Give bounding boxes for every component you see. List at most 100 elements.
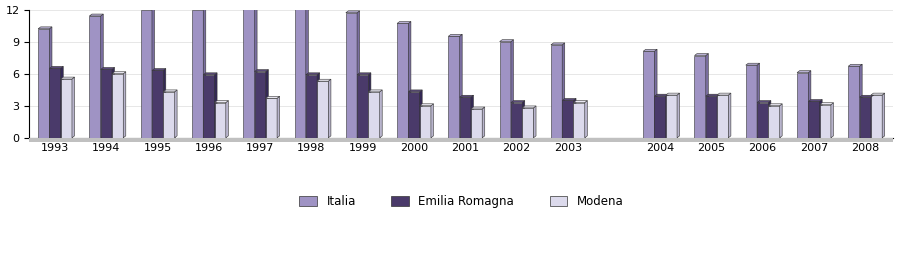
Bar — [706, 96, 717, 138]
Bar — [654, 96, 666, 138]
Polygon shape — [328, 79, 331, 138]
Polygon shape — [706, 54, 708, 138]
Polygon shape — [808, 99, 823, 102]
Polygon shape — [706, 94, 719, 96]
Polygon shape — [522, 101, 525, 138]
Polygon shape — [277, 96, 280, 138]
Polygon shape — [431, 104, 433, 138]
Polygon shape — [123, 72, 126, 138]
Polygon shape — [757, 63, 760, 138]
Bar — [101, 69, 112, 138]
Polygon shape — [871, 95, 874, 138]
Bar — [215, 103, 226, 138]
Polygon shape — [112, 72, 126, 74]
Bar — [164, 92, 174, 138]
Bar — [449, 36, 459, 138]
Polygon shape — [482, 107, 485, 138]
Polygon shape — [152, 69, 165, 70]
Polygon shape — [584, 101, 587, 138]
Polygon shape — [562, 43, 565, 138]
Bar — [244, 8, 254, 138]
Polygon shape — [317, 79, 331, 81]
Bar — [797, 73, 808, 138]
Polygon shape — [717, 93, 731, 95]
Bar — [420, 106, 431, 138]
Bar — [717, 95, 728, 138]
Polygon shape — [500, 40, 513, 42]
Polygon shape — [769, 104, 782, 106]
Bar — [471, 109, 482, 138]
Polygon shape — [728, 93, 731, 138]
Bar — [38, 29, 49, 138]
Bar — [397, 23, 408, 138]
Bar — [871, 95, 882, 138]
Polygon shape — [871, 93, 885, 95]
Polygon shape — [112, 68, 114, 138]
Bar — [500, 42, 511, 138]
Polygon shape — [101, 14, 103, 138]
Polygon shape — [757, 101, 770, 103]
Polygon shape — [654, 94, 668, 96]
Bar — [746, 65, 757, 138]
Bar — [112, 74, 123, 138]
Polygon shape — [859, 64, 862, 138]
Polygon shape — [574, 98, 576, 138]
Polygon shape — [471, 95, 474, 138]
Polygon shape — [266, 70, 269, 138]
Polygon shape — [244, 7, 257, 8]
Polygon shape — [666, 94, 668, 138]
Polygon shape — [215, 73, 217, 138]
Polygon shape — [797, 71, 811, 73]
Bar — [859, 97, 871, 138]
Polygon shape — [254, 70, 269, 72]
Bar — [357, 75, 369, 138]
Polygon shape — [306, 4, 308, 138]
Polygon shape — [408, 22, 411, 138]
Polygon shape — [449, 34, 462, 36]
Polygon shape — [522, 106, 536, 108]
Polygon shape — [215, 101, 228, 103]
Polygon shape — [882, 93, 885, 138]
Bar — [808, 102, 820, 138]
Polygon shape — [695, 54, 708, 55]
Bar — [140, 9, 152, 138]
Bar — [152, 70, 164, 138]
Polygon shape — [317, 73, 320, 138]
Bar — [643, 51, 654, 138]
Polygon shape — [357, 11, 360, 138]
Polygon shape — [459, 95, 474, 97]
Polygon shape — [72, 77, 75, 138]
Bar — [666, 95, 677, 138]
Polygon shape — [346, 11, 360, 13]
Polygon shape — [101, 68, 114, 69]
Polygon shape — [654, 49, 657, 138]
Bar — [408, 92, 420, 138]
Polygon shape — [666, 93, 680, 95]
Polygon shape — [511, 101, 525, 103]
Bar — [89, 16, 101, 138]
Bar — [369, 92, 379, 138]
Polygon shape — [357, 73, 371, 75]
Polygon shape — [61, 77, 75, 79]
Bar — [61, 79, 72, 138]
Bar — [522, 108, 533, 138]
Bar — [459, 97, 471, 138]
Bar — [769, 106, 779, 138]
Polygon shape — [369, 90, 382, 92]
Bar — [30, 138, 894, 141]
Polygon shape — [511, 40, 513, 138]
Polygon shape — [89, 14, 103, 16]
Bar — [574, 103, 584, 138]
Bar — [203, 75, 215, 138]
Polygon shape — [379, 90, 382, 138]
Polygon shape — [820, 99, 823, 138]
Polygon shape — [808, 71, 811, 138]
Polygon shape — [459, 34, 462, 138]
Polygon shape — [643, 49, 657, 51]
Polygon shape — [717, 94, 719, 138]
Polygon shape — [574, 101, 587, 103]
Polygon shape — [408, 90, 423, 92]
Bar — [49, 68, 61, 138]
Bar — [192, 9, 203, 138]
Bar — [317, 81, 328, 138]
